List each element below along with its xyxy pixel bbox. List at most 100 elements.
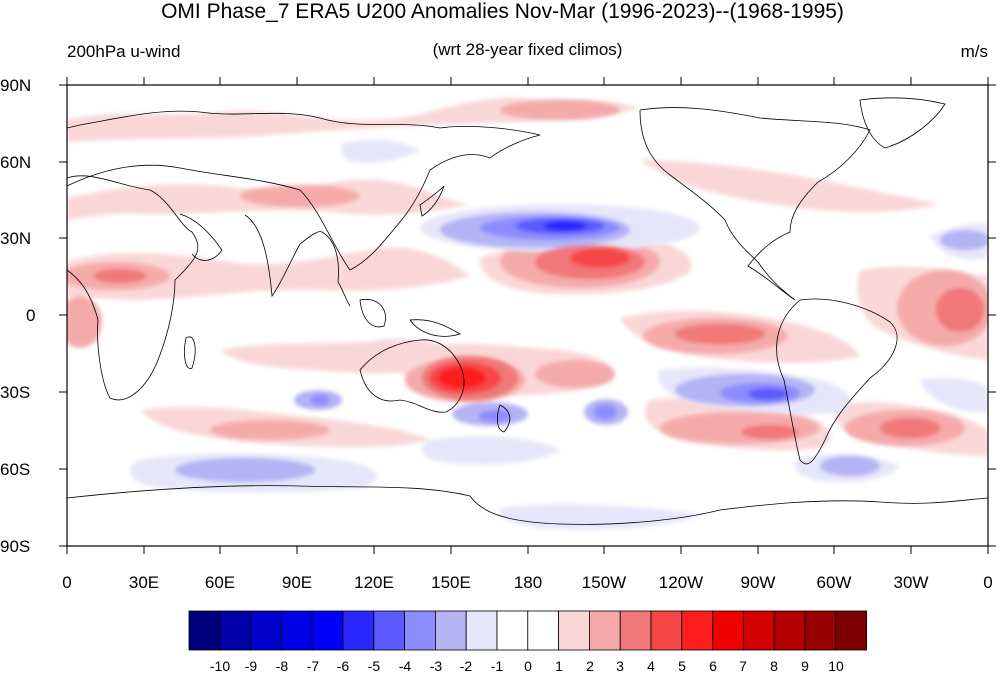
colorbar-box (527, 610, 559, 651)
anomaly-contour (210, 420, 330, 440)
colorbar-box (280, 610, 313, 651)
anomaly-patch (340, 139, 420, 163)
lon-label: 30W (894, 573, 929, 592)
colorbar-box (250, 610, 282, 651)
lat-label: 30S (0, 383, 30, 402)
anomaly-core (94, 269, 146, 283)
colorbar-label: -5 (368, 658, 381, 674)
lon-label: 150W (582, 573, 626, 592)
anomaly-contour (175, 458, 315, 482)
lon-label: 60E (205, 573, 235, 592)
anomaly-patch (421, 436, 560, 465)
eurasia-coast (67, 110, 541, 271)
colorbar-label: 1 (555, 658, 563, 674)
anomaly-contour (535, 360, 615, 388)
colorbar-box (434, 610, 467, 651)
climatology-note: (wrt 28-year fixed climos) (432, 40, 623, 59)
anomaly-contour (240, 185, 360, 207)
anomaly-patch (640, 160, 940, 213)
colorbar-box (219, 610, 252, 651)
antarctica-coast (67, 485, 988, 525)
anomaly-patch (67, 97, 640, 142)
north-america-coast (639, 107, 871, 301)
anomaly-core (438, 367, 486, 389)
lon-label: 0 (983, 573, 992, 592)
colorbar-label: 3 (616, 658, 624, 674)
lon-label: 90W (741, 573, 776, 592)
colorbar-label: -4 (399, 658, 412, 674)
africa-coast (67, 175, 199, 401)
japan-coast (419, 185, 445, 217)
new-zealand-coast (496, 404, 511, 433)
anomaly-core (675, 324, 765, 344)
colorbar-box (650, 610, 683, 651)
colorbar-box (773, 610, 806, 651)
lon-label: 90E (282, 573, 312, 592)
latitude-labels: 90N 60N 30N 0 30S 60S 90S (0, 76, 35, 556)
longitude-labels: 0 30E 60E 90E 120E 150E 180 150W 120W 90… (62, 573, 992, 592)
colorbar-label: -9 (245, 658, 258, 674)
lon-label: 120E (354, 573, 394, 592)
colorbar-label: 2 (586, 658, 594, 674)
arabia-coast (179, 213, 223, 261)
anomaly-contour (500, 100, 620, 120)
colorbar-label: 7 (739, 658, 747, 674)
lat-label: 60S (0, 460, 30, 479)
colorbar-label: 4 (647, 658, 655, 674)
anomaly-core (479, 410, 511, 422)
anomaly-core (742, 425, 798, 439)
lat-label: 90S (0, 537, 30, 556)
lon-label: 30E (129, 573, 159, 592)
colorbar-label: -6 (337, 658, 350, 674)
borneo-coast (359, 298, 386, 328)
colorbar (188, 610, 867, 651)
colorbar-label: 10 (828, 658, 844, 674)
colorbar-labels: -10 -9 -8 -7 -6 -5 -4 -3 -2 -1 0 1 2 3 4… (210, 658, 844, 674)
colorbar-label: -1 (491, 658, 504, 674)
anomaly-core (936, 288, 984, 332)
colorbar-box (558, 610, 590, 651)
anomaly-core (880, 418, 940, 438)
colorbar-label: -3 (430, 658, 443, 674)
colorbar-label: 9 (801, 658, 809, 674)
colorbar-label: 6 (709, 658, 717, 674)
anomaly-contour (940, 230, 988, 250)
lon-label: 180 (514, 573, 542, 592)
colorbar-label: 0 (524, 658, 532, 674)
south-america-coast (776, 298, 898, 465)
lon-label: 120W (659, 573, 703, 592)
colorbar-box (404, 610, 436, 651)
figure-title: OMI Phase_7 ERA5 U200 Anomalies Nov-Mar … (161, 0, 844, 23)
india-coast (244, 214, 323, 298)
anomaly-patch (498, 504, 700, 530)
anomaly-shading (67, 97, 988, 530)
anomaly-core (570, 248, 630, 268)
anomaly-patch (920, 377, 988, 413)
anomaly-core (310, 395, 330, 405)
anomaly-patch (67, 247, 470, 300)
colorbar-box (589, 610, 621, 651)
units-label: m/s (960, 42, 988, 61)
australia-coast (359, 339, 465, 413)
greenland-coast (859, 97, 946, 149)
colorbar-label: 5 (678, 658, 686, 674)
colorbar-box (712, 610, 744, 651)
coastlines (67, 97, 988, 525)
anomaly-core (543, 221, 587, 231)
madagascar-coast (184, 336, 196, 369)
colorbar-label: 8 (770, 658, 778, 674)
colorbar-box (743, 610, 775, 651)
axis-ticks (59, 77, 996, 554)
colorbar-box (496, 610, 529, 651)
colorbar-box (804, 610, 837, 651)
colorbar-box (465, 610, 498, 651)
lon-label: 60W (817, 573, 852, 592)
colorbar-box (619, 610, 652, 651)
lon-label: 150E (431, 573, 471, 592)
colorbar-box (311, 610, 344, 651)
colorbar-label: -2 (460, 658, 473, 674)
anomaly-core (748, 388, 788, 400)
colorbar-box (681, 610, 713, 651)
colorbar-box (835, 610, 867, 651)
